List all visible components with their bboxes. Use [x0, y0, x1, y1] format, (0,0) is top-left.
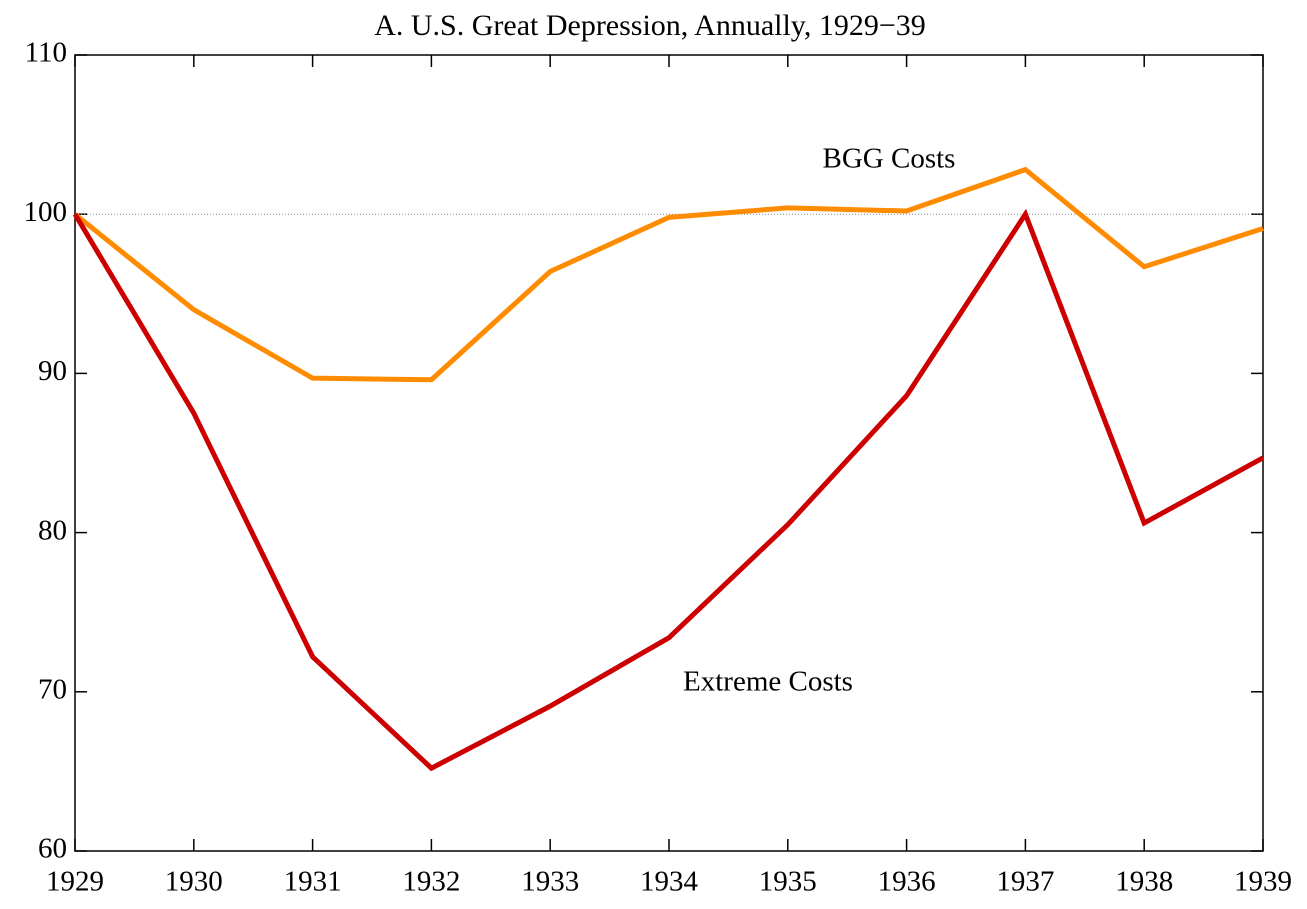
series-label: BGG Costs [823, 143, 956, 175]
x-tick-label: 1933 [521, 866, 579, 898]
y-tick-label: 80 [38, 514, 67, 546]
x-tick-label: 1931 [284, 866, 342, 898]
x-tick-label: 1932 [402, 866, 460, 898]
chart-title: A. U.S. Great Depression, Annually, 1929… [374, 9, 926, 42]
x-tick-label: 1934 [640, 866, 699, 898]
x-tick-label: 1935 [759, 866, 817, 898]
x-tick-label: 1938 [1115, 866, 1173, 898]
series-line [72, 208, 1265, 772]
x-tick-label: 1939 [1234, 866, 1292, 898]
series-label: Extreme Costs [683, 666, 853, 698]
y-tick-label: 100 [24, 196, 68, 228]
x-tick-label: 1929 [46, 866, 104, 898]
series-line [73, 166, 1264, 383]
y-tick-label: 60 [38, 833, 67, 865]
x-tick-label: 1936 [878, 866, 936, 898]
y-tick-label: 90 [38, 355, 67, 387]
y-tick-label: 110 [25, 37, 67, 69]
y-tick-label: 70 [38, 673, 67, 705]
x-tick-label: 1937 [996, 866, 1054, 898]
plot-frame [74, 54, 1264, 852]
x-tick-label: 1930 [165, 866, 223, 898]
